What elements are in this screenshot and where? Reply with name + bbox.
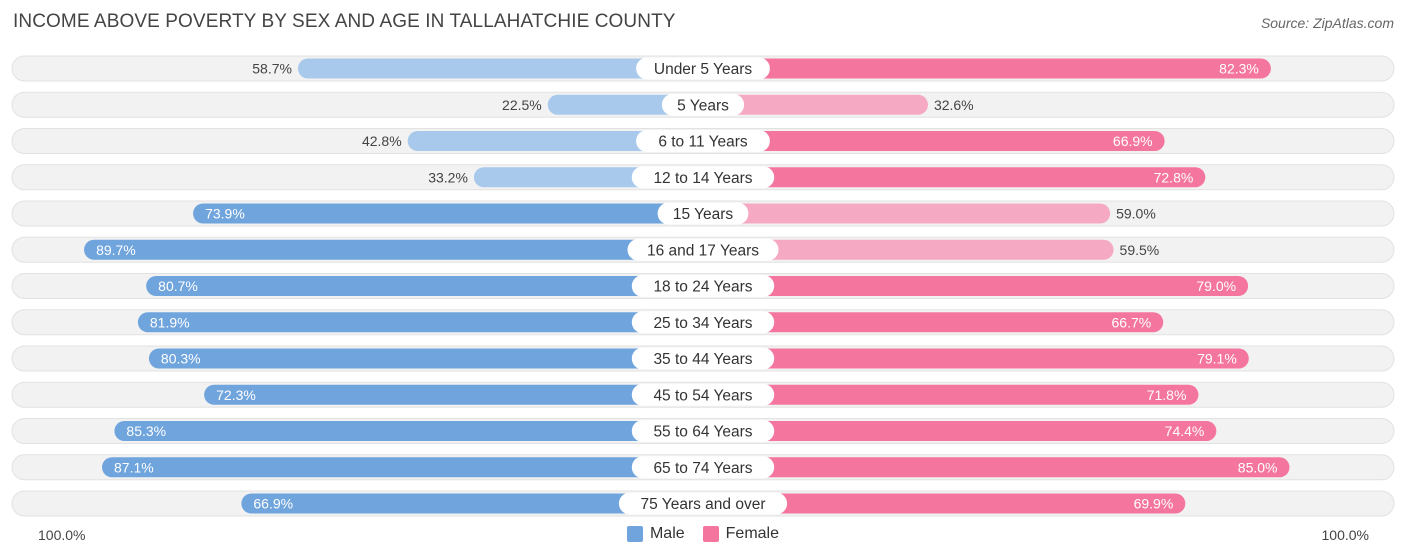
axis-right-label: 100.0% (1321, 527, 1369, 543)
value-label-male: 42.8% (362, 133, 402, 149)
value-label-male: 72.3% (216, 387, 256, 403)
category-label: 25 to 34 Years (653, 315, 752, 332)
category-label-background (618, 492, 788, 515)
category-label: 65 to 74 Years (653, 460, 752, 477)
value-label-female: 72.8% (1154, 169, 1194, 185)
category-label-background (657, 202, 749, 225)
value-label-female: 32.6% (934, 97, 974, 113)
category-label: 55 to 64 Years (653, 424, 752, 441)
bar-female (703, 312, 1164, 333)
category-label: 12 to 14 Years (653, 170, 752, 187)
value-label-female: 79.1% (1197, 351, 1237, 367)
category-label-background (661, 93, 745, 116)
category-label: 5 Years (677, 97, 729, 114)
value-label-male: 80.3% (161, 351, 201, 367)
bar-female (703, 276, 1249, 296)
legend-label-female: Female (725, 525, 780, 542)
category-label: Under 5 Years (654, 61, 752, 78)
value-label-male: 22.5% (502, 97, 542, 113)
value-label-female: 59.5% (1120, 242, 1160, 258)
category-label: 16 and 17 Years (647, 242, 759, 259)
bar-female (703, 348, 1249, 369)
axis-left-label: 100.0% (38, 527, 86, 543)
bar-female (703, 384, 1199, 405)
legend-swatch-female (702, 526, 719, 542)
chart-title: INCOME ABOVE POVERTY BY SEX AND AGE IN T… (13, 11, 676, 32)
category-label: 75 Years and over (641, 496, 766, 513)
bar-male (204, 384, 703, 405)
source-label: Source: ZipAtlas.com (1260, 15, 1394, 31)
value-label-female: 79.0% (1196, 278, 1236, 294)
bar-male (114, 421, 704, 441)
value-label-male: 87.1% (114, 459, 154, 475)
value-label-male: 85.3% (126, 423, 166, 439)
legend-label-male: Male (649, 525, 685, 542)
bar-chart: 58.7% 82.3% Under 5 Years 22.5% 32.6% 5 Years… (11, 55, 1395, 517)
legend-item-male: Male (626, 525, 685, 543)
bar-male (148, 348, 703, 369)
bar-male (297, 58, 703, 79)
bar-female (703, 58, 1271, 79)
bar-female (703, 203, 1111, 224)
category-label: 15 Years (673, 206, 734, 223)
category-label-background (631, 383, 775, 406)
value-label-male: 58.7% (252, 61, 292, 77)
bar-male (193, 203, 703, 224)
category-label-background (631, 166, 775, 189)
category-label: 18 to 24 Years (653, 279, 752, 296)
value-label-male: 80.7% (158, 278, 198, 294)
category-label-background (627, 238, 779, 261)
bar-female (703, 131, 1165, 151)
legend-item-female: Female (702, 525, 780, 543)
value-label-male: 89.7% (96, 242, 136, 258)
category-label-background (631, 420, 775, 442)
value-label-female: 69.9% (1134, 496, 1174, 512)
bar-female (703, 239, 1114, 260)
legend-swatch-male (626, 526, 643, 542)
value-label-female: 85.0% (1238, 459, 1278, 475)
value-label-female: 82.3% (1219, 61, 1259, 77)
bar-female (703, 493, 1186, 514)
bar-female (703, 167, 1206, 188)
category-label-background (631, 311, 775, 334)
bar-male (407, 131, 703, 151)
value-label-male: 33.2% (428, 169, 468, 185)
category-label-background (636, 57, 770, 80)
value-label-male: 66.9% (253, 496, 293, 512)
category-label: 45 to 54 Years (653, 387, 752, 404)
bar-male (146, 276, 704, 296)
bar-female (703, 94, 928, 115)
value-label-male: 73.9% (205, 206, 245, 222)
value-label-female: 71.8% (1147, 387, 1187, 403)
value-label-female: 59.0% (1116, 206, 1156, 222)
category-label-background (631, 347, 775, 370)
category-label: 35 to 44 Years (653, 351, 752, 368)
bar-male (241, 493, 703, 514)
bar-female (703, 457, 1290, 478)
category-label: 6 to 11 Years (658, 134, 748, 151)
bar-female (703, 421, 1217, 441)
category-label-background (636, 130, 770, 152)
value-label-female: 74.4% (1165, 423, 1205, 439)
legend: Male Female (0, 525, 1406, 543)
bar-male (137, 312, 703, 333)
category-label-background (631, 275, 775, 297)
bar-male (84, 239, 703, 260)
value-label-male: 81.9% (150, 314, 190, 330)
value-label-female: 66.7% (1112, 314, 1152, 330)
bar-male (102, 457, 703, 478)
category-label-background (631, 456, 775, 479)
value-label-female: 66.9% (1113, 133, 1153, 149)
